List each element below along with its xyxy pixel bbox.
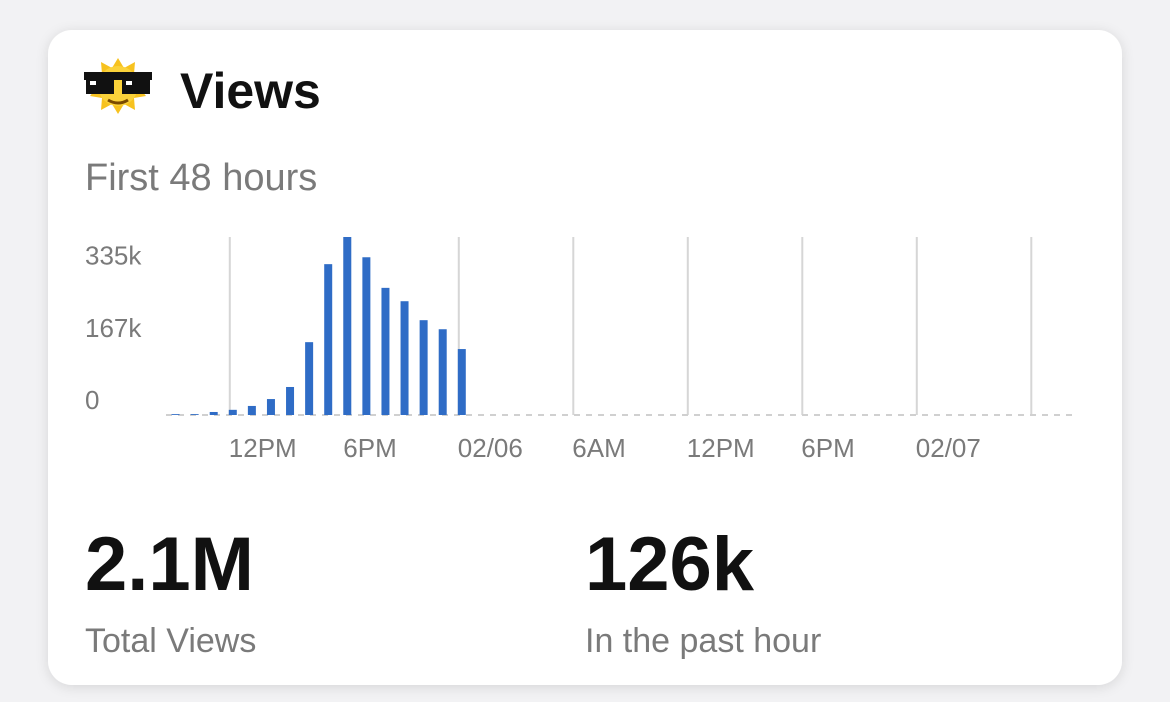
x-tick-label: 12PM <box>229 433 297 463</box>
subtitle: First 48 hours <box>85 157 317 199</box>
x-tick-label: 12PM <box>687 433 755 463</box>
bar <box>228 409 237 415</box>
x-tick-label: 6PM <box>801 433 854 463</box>
y-tick-label: 335k <box>85 241 142 271</box>
x-tick-label: 02/06 <box>458 433 523 463</box>
plot: 0 167k 335k 12PM 6PM 02/06 6AM 12PM 6PM 02/07 <box>85 237 1076 463</box>
bar <box>362 257 371 415</box>
y-tick-label: 167k <box>85 313 142 343</box>
stat-label: Total Views <box>85 622 256 660</box>
bar <box>343 237 352 415</box>
stat-value: 126k <box>585 522 755 607</box>
stat-value: 2.1M <box>85 522 254 607</box>
stat-label: In the past hour <box>585 622 821 660</box>
card <box>48 30 1122 685</box>
bar <box>190 414 199 415</box>
bar <box>247 405 256 415</box>
bar <box>400 301 409 415</box>
x-tick-label: 02/07 <box>916 433 981 463</box>
x-tick-label: 6PM <box>343 433 396 463</box>
emoji-icon <box>84 58 152 114</box>
bar <box>305 342 314 415</box>
bar <box>171 414 180 415</box>
bar <box>419 320 428 415</box>
bar <box>266 399 275 415</box>
bar <box>209 411 218 415</box>
x-tick-label: 6AM <box>572 433 625 463</box>
bar <box>324 264 333 415</box>
y-tick-label: 0 <box>85 385 99 415</box>
bar <box>457 349 466 415</box>
title: Views <box>180 63 321 119</box>
bar <box>438 329 447 415</box>
bar <box>286 386 295 415</box>
bar <box>381 287 390 415</box>
